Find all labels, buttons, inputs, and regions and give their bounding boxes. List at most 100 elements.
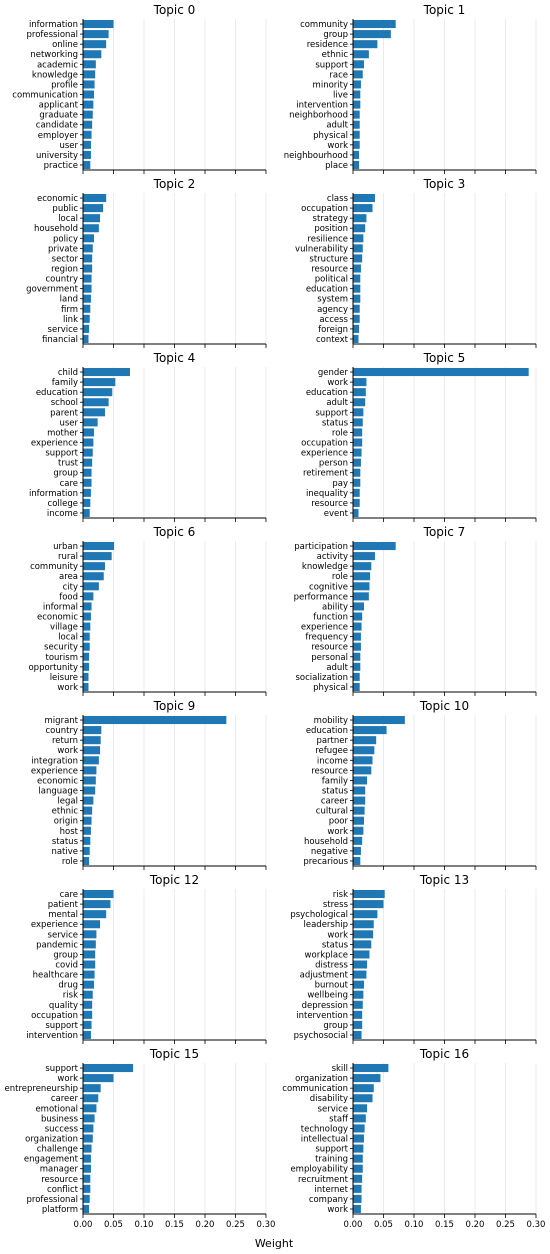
bar [353, 428, 363, 437]
category-label: success [45, 1124, 79, 1134]
category-label: pay [332, 479, 348, 489]
category-label: language [38, 787, 78, 797]
category-label: pandemic [36, 940, 78, 950]
category-label: status [322, 418, 349, 428]
category-label: negative [311, 847, 348, 857]
bar [83, 642, 90, 651]
category-label: country [45, 726, 78, 736]
bar [83, 846, 90, 855]
bar [83, 562, 105, 571]
category-label: quality [49, 1001, 78, 1011]
bar [83, 264, 93, 273]
x-tick-label: 0.25 [226, 1220, 245, 1230]
bar [83, 408, 105, 417]
category-label: psychological [290, 910, 348, 920]
chart-panel: Topic 10 mobilityeducationpartnerrefugeei… [303, 699, 537, 870]
category-label: technology [301, 1124, 348, 1134]
chart-panel: Topic 9 migrantcountryreturnworkintegrati… [31, 699, 267, 870]
bar [353, 890, 385, 899]
x-tick-label: 0.15 [165, 1220, 184, 1230]
category-label: support [45, 449, 78, 459]
category-label: parent [50, 408, 79, 418]
bar [353, 1164, 363, 1173]
category-label: economic [37, 776, 78, 786]
chart-panel: Topic 4 childfamilyeducationschoolparentu… [29, 351, 267, 522]
category-label: service [48, 325, 78, 335]
chart-panel: Topic 6 urbanruralcommunityareacityfoodin… [28, 525, 267, 696]
category-label: private [48, 244, 78, 254]
chart-title: Topic 9 [153, 699, 196, 713]
x-tick-label: 0.20 [466, 1220, 485, 1230]
category-label: resource [311, 499, 348, 509]
bar [83, 612, 91, 621]
category-label: school [51, 398, 78, 408]
x-tick-label: 0.20 [196, 1220, 215, 1230]
category-label: participation [294, 542, 348, 552]
bar [83, 910, 107, 919]
category-label: resource [311, 643, 348, 653]
category-label: risk [63, 991, 78, 1001]
x-tick-label: 0.25 [496, 1220, 515, 1230]
bar [83, 418, 98, 427]
bar [83, 652, 90, 661]
category-label: family [322, 776, 348, 786]
category-label: workplace [305, 950, 348, 960]
category-label: intellectual [301, 1135, 348, 1145]
category-label: service [48, 930, 78, 940]
bar [83, 746, 101, 755]
x-tick-label: 0.30 [527, 1220, 546, 1230]
category-label: socialization [295, 673, 348, 683]
bar [83, 30, 109, 39]
category-label: organization [295, 1074, 348, 1084]
chart-title: Topic 6 [153, 525, 196, 539]
category-label: refugee [315, 746, 348, 756]
bar [83, 806, 93, 815]
bar [83, 428, 94, 437]
bar [83, 110, 93, 119]
bar [353, 1194, 362, 1203]
bar [353, 1094, 373, 1103]
bar [353, 562, 372, 571]
category-label: function [313, 613, 348, 623]
category-label: work [57, 683, 78, 693]
bar [83, 478, 92, 487]
bar [353, 368, 529, 377]
category-label: political [315, 275, 348, 285]
bar [353, 900, 384, 909]
category-label: community [30, 562, 78, 572]
bar [83, 622, 91, 631]
bar [83, 796, 94, 805]
bar [83, 60, 96, 69]
bar [83, 140, 91, 149]
bar [353, 726, 387, 735]
bar [353, 1174, 363, 1183]
bar [353, 80, 361, 89]
bar [353, 592, 369, 601]
bar [353, 1184, 362, 1193]
chart-title: Topic 7 [423, 525, 466, 539]
bar [353, 602, 364, 611]
category-label: event [324, 509, 349, 519]
category-label: tourism [46, 653, 79, 663]
category-label: group [53, 469, 78, 479]
category-label: communication [282, 1084, 348, 1094]
bar [83, 1124, 94, 1133]
bar [353, 314, 360, 323]
category-label: firm [61, 305, 78, 315]
category-label: applicant [39, 101, 79, 111]
category-label: experience [31, 766, 78, 776]
bar [353, 488, 360, 497]
category-label: intervention [296, 101, 348, 111]
category-label: community [300, 20, 348, 30]
bar [353, 284, 361, 293]
bar [83, 274, 92, 283]
category-label: work [327, 141, 348, 151]
category-label: informal [43, 602, 78, 612]
category-label: mobility [314, 716, 348, 726]
category-label: service [318, 1104, 348, 1114]
bar [83, 1174, 91, 1183]
bar [83, 1094, 99, 1103]
chart-panel: Topic 12 carepatientmentalexperienceservi… [26, 873, 267, 1044]
category-label: trust [58, 459, 79, 469]
bar [353, 806, 365, 815]
